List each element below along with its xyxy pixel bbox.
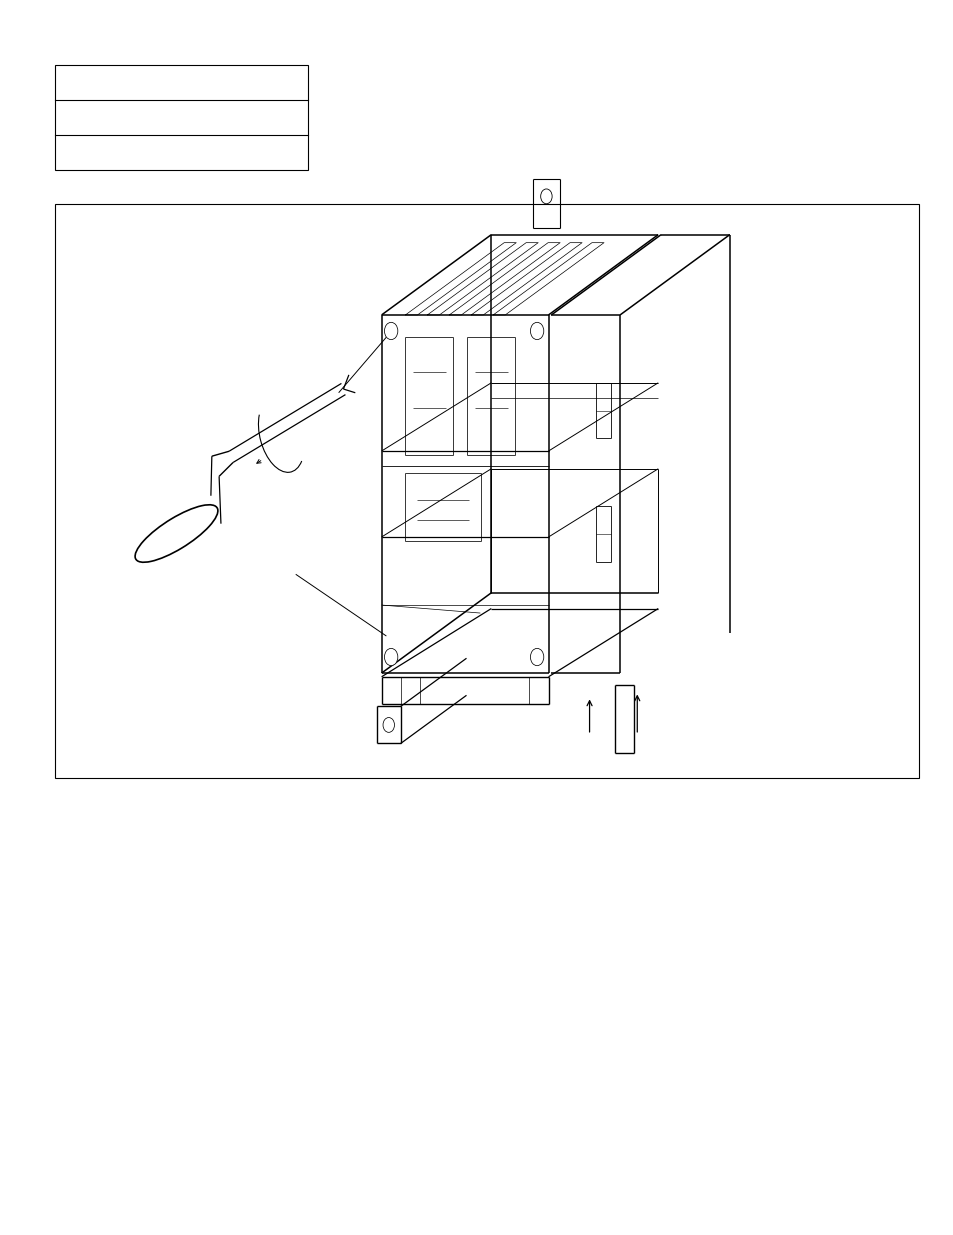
Circle shape — [384, 648, 397, 666]
Ellipse shape — [135, 505, 217, 562]
Bar — [55, 204, 918, 778]
Bar — [55, 65, 308, 170]
Circle shape — [530, 648, 543, 666]
Circle shape — [530, 322, 543, 340]
Circle shape — [383, 718, 395, 732]
Circle shape — [384, 322, 397, 340]
Circle shape — [540, 189, 552, 204]
